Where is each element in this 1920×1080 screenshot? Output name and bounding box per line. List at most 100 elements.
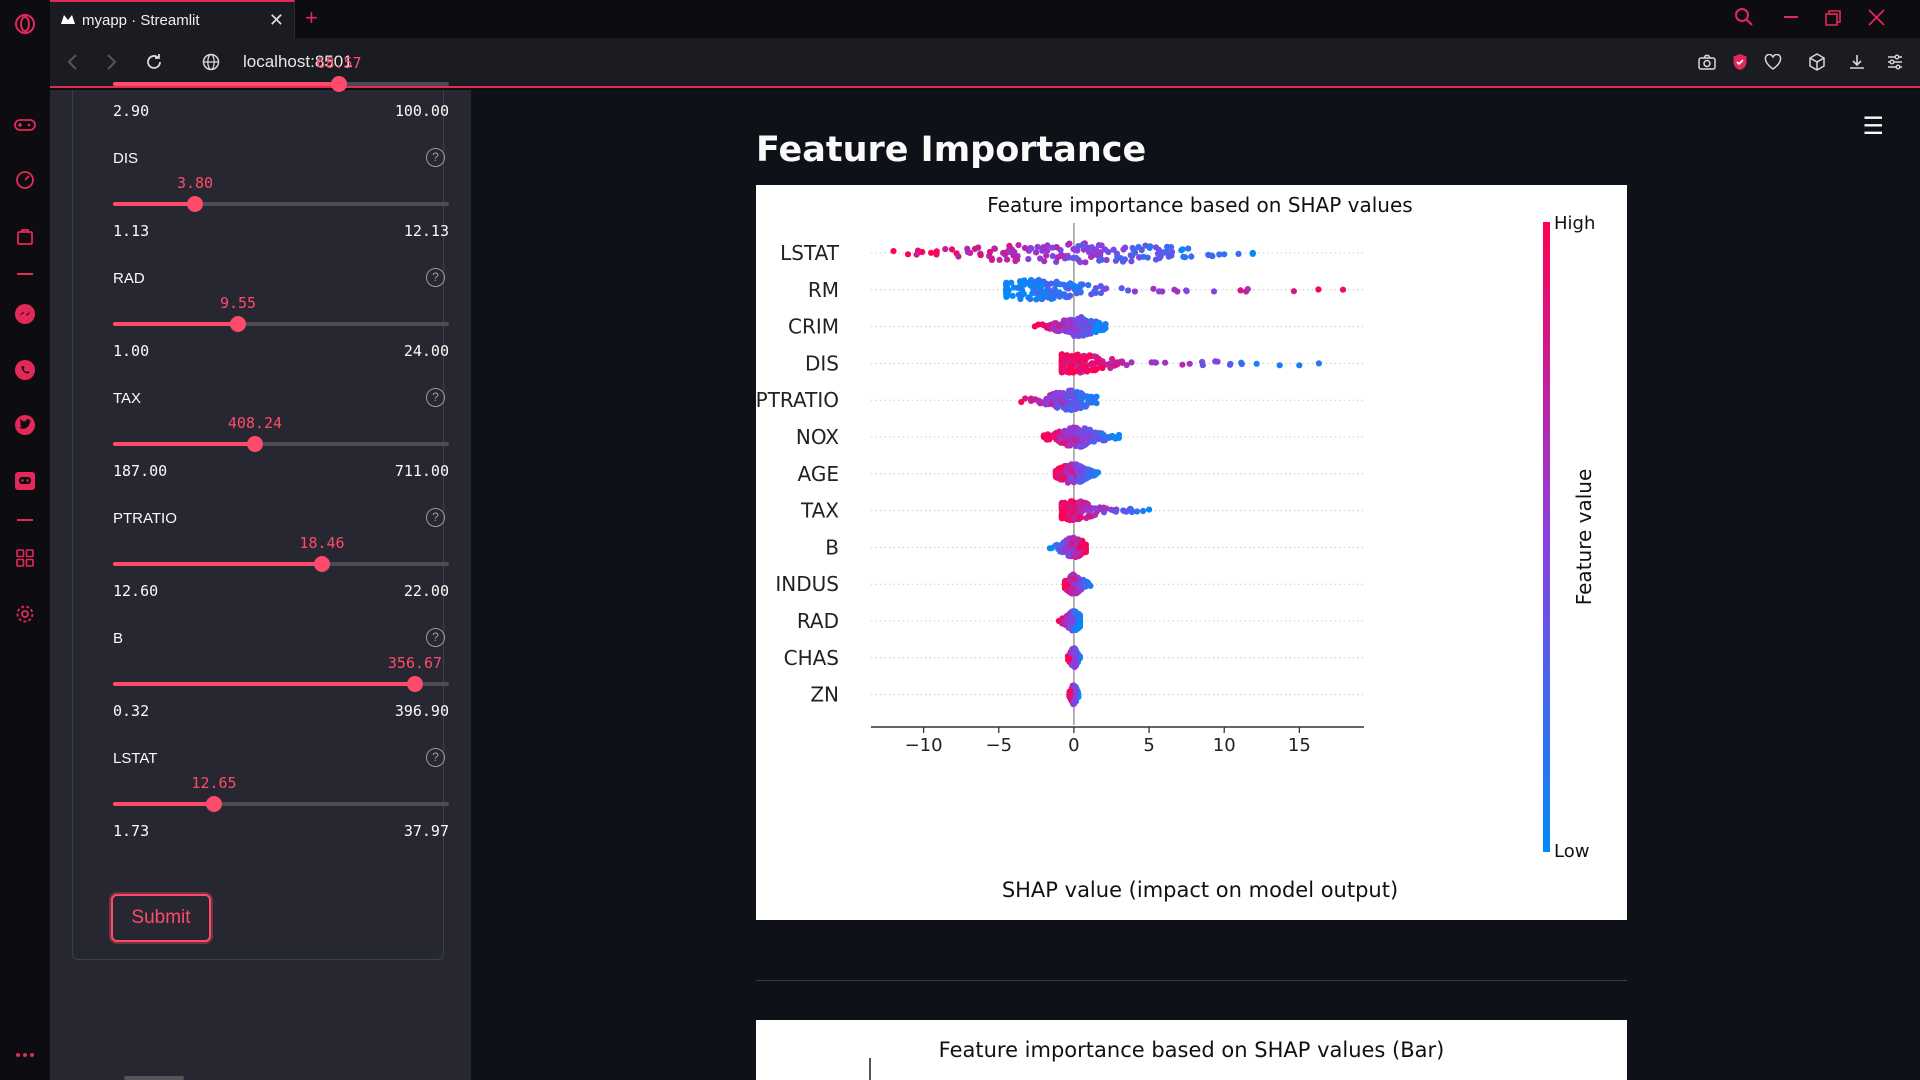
shap-dot [1100,509,1108,516]
slider-track[interactable] [113,436,449,452]
shap-dot [1066,240,1073,247]
bookmark-heart-icon[interactable] [1764,53,1782,75]
shap-dot [1087,505,1094,512]
close-window-icon[interactable] [1868,9,1885,31]
shap-dot [1066,328,1073,336]
easy-setup-sliders-icon[interactable] [1886,53,1904,76]
twitter-icon[interactable] [13,413,37,437]
shap-dot [942,246,949,253]
slider-fill [113,562,322,566]
url-field[interactable]: localhost:8501 [243,52,353,71]
speedometer-icon[interactable] [13,168,37,192]
shap-dot [1125,287,1132,294]
shap-dot [991,245,998,252]
shap-dot [1027,282,1034,289]
snapshot-camera-icon[interactable] [1698,54,1716,75]
slider-track[interactable] [113,76,449,92]
shap-dot [1128,359,1135,366]
slider-thumb[interactable] [407,676,423,692]
shap-dot [1080,242,1087,249]
extensions-grid-icon[interactable] [13,546,37,570]
slider-current-value: 68.57 [316,54,362,72]
slider-thumb[interactable] [331,76,347,92]
shap-dot [955,253,962,260]
shap-dot [1021,244,1029,252]
shap-dot [1146,506,1153,513]
close-tab-icon[interactable]: ✕ [268,10,284,30]
slider-thumb[interactable] [187,196,203,212]
shap-dot [1068,688,1075,695]
help-icon[interactable]: ? [426,628,445,647]
shap-dot [1068,474,1075,481]
more-options-icon[interactable] [13,1043,37,1067]
shopping-bag-icon[interactable] [13,224,37,248]
shap-dot [1057,252,1064,260]
feature-label: RM [808,278,839,302]
browser-tab[interactable]: myapp · Streamlit ✕ [50,0,295,38]
feature-label: RAD [797,609,839,633]
shap-dot [1001,249,1008,257]
slider-min: 2.90 [113,102,150,120]
submit-button[interactable]: Submit [111,894,211,942]
colorbar-title: Feature value [1572,469,1596,606]
slider-track[interactable] [113,316,449,332]
shap-dot [1160,249,1168,256]
shap-dot [1068,362,1075,369]
shap-dot [1076,581,1083,588]
site-info-globe-icon[interactable] [202,53,220,76]
help-icon[interactable]: ? [426,508,445,527]
main-menu-icon[interactable]: ☰ [1862,113,1884,140]
slider-current-value: 18.46 [299,534,345,552]
shap-dot [1028,245,1035,252]
shap-dot [1053,291,1061,298]
shap-dot [1199,358,1206,366]
sidebar-scrollbar[interactable] [124,1076,184,1080]
x-tick-label: −10 [905,735,943,756]
shap-dot [1086,513,1094,520]
slider-track[interactable] [113,796,449,812]
help-icon[interactable]: ? [426,268,445,287]
slider-thumb[interactable] [247,436,263,452]
discord-icon[interactable] [13,469,37,493]
slider-track[interactable] [113,676,449,692]
whatsapp-icon[interactable] [13,358,37,382]
restore-window-icon[interactable] [1825,10,1841,31]
slider-thumb[interactable] [206,796,222,812]
slider-track[interactable] [113,556,449,572]
extensions-cube-icon[interactable] [1808,53,1826,76]
search-tabs-icon[interactable] [1734,7,1754,32]
help-icon[interactable]: ? [426,388,445,407]
shap-dot [1089,360,1096,367]
adblocker-shield-icon[interactable] [1732,53,1748,76]
help-icon[interactable]: ? [426,748,445,767]
shap-dot [1045,323,1052,330]
slider-track[interactable] [113,196,449,212]
shap-dot [1006,242,1013,249]
x-axis-label: SHAP value (impact on model output) [1002,878,1398,902]
slider-thumb[interactable] [314,556,330,572]
downloads-icon[interactable] [1848,53,1866,76]
shap-dot [1214,358,1221,365]
messenger-icon[interactable] [13,302,37,326]
back-icon[interactable] [66,53,78,76]
shap-dot [1085,434,1092,441]
shap-dot [1065,656,1073,663]
shap-dot [1034,243,1041,251]
minimize-window-icon[interactable] [1784,16,1798,18]
slider-thumb[interactable] [230,316,246,332]
slider-min: 1.13 [113,222,150,240]
shap-dot [1065,437,1072,444]
shap-dot [1019,279,1026,286]
shap-dot [1076,504,1083,511]
settings-gear-icon[interactable] [13,602,37,626]
shap-dot [1114,359,1121,366]
opera-logo-icon[interactable] [13,12,37,36]
new-tab-icon[interactable]: + [305,5,318,30]
reload-icon[interactable] [144,52,164,77]
forward-icon[interactable] [106,53,118,76]
slider-label: RAD [113,270,145,287]
feature-label: INDUS [775,572,839,596]
help-icon[interactable]: ? [426,148,445,167]
shap-dot [1129,244,1136,252]
gamepad-icon[interactable] [13,113,37,137]
